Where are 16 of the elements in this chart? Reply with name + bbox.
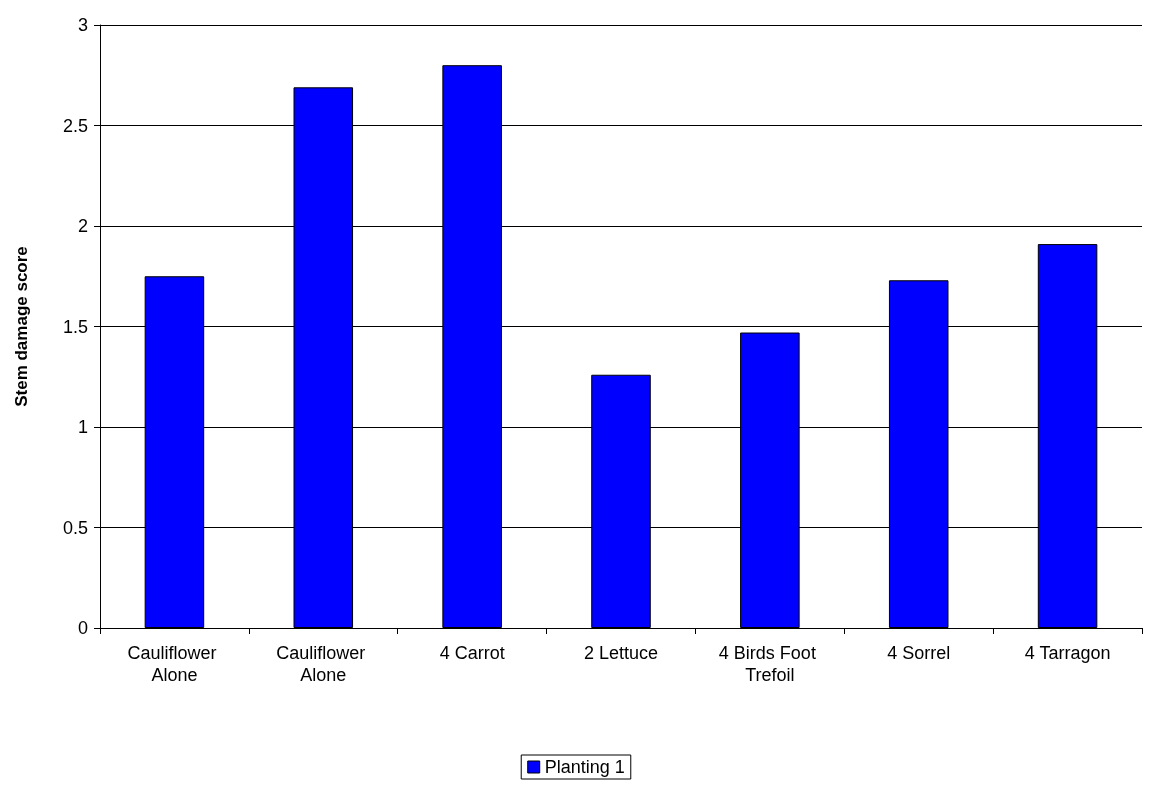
x-tick-label: 4 Birds Foot Trefoil: [718, 643, 821, 685]
y-tick-label: 1.5: [62, 316, 88, 337]
y-tick-label: 0.5: [62, 517, 88, 538]
y-tick-label: 3: [77, 15, 88, 35]
x-tick-label: 4 Carrot: [439, 643, 505, 663]
y-tick-label: 2: [77, 216, 88, 236]
x-tick-label: 2 Lettuce: [583, 643, 659, 663]
y-tick-label: 1: [77, 417, 88, 437]
y-tick-label: 0: [77, 618, 88, 638]
x-tick-label: 4 Sorrel: [887, 643, 951, 663]
legend-label: Planting 1: [544, 757, 625, 777]
x-tick-label: Cauliflower Alone: [276, 643, 371, 685]
x-tick-label: Cauliflower Alone: [127, 643, 222, 685]
y-tick-label: 2.5: [62, 115, 88, 136]
y-axis-title: Stem damage score: [12, 246, 31, 407]
x-tick-label: 4 Tarragon: [1024, 643, 1111, 663]
